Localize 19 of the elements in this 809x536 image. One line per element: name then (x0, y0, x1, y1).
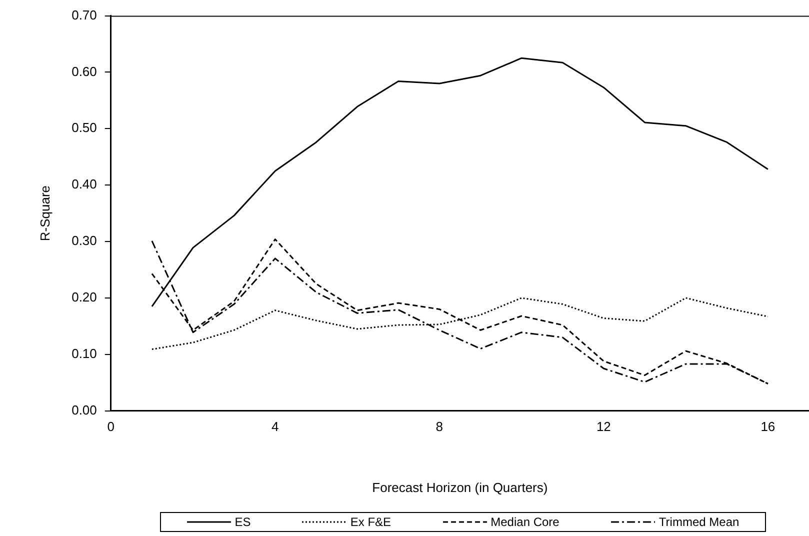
y-tick-label: 0.10 (72, 346, 97, 361)
y-axis-title: R-Square (37, 185, 52, 242)
x-tick-label: 4 (272, 419, 279, 434)
x-tick-label: 8 (436, 419, 444, 434)
legend-label: ES (234, 515, 251, 529)
legend-label: Trimmed Mean (658, 515, 740, 529)
y-tick-label: 0.40 (72, 176, 97, 192)
legend-label: Ex F&E (350, 515, 392, 529)
x-axis-title: Forecast Horizon (in Quarters) (372, 480, 548, 495)
y-tick-label: 0.20 (72, 290, 97, 305)
y-tick-label: 0.70 (72, 7, 97, 22)
y-tick-label: 0.30 (72, 233, 97, 248)
y-tick-label: 0.00 (72, 402, 97, 418)
y-tick-label: 0.60 (72, 64, 97, 79)
legend-label: Median Core (490, 515, 560, 529)
x-tick-label: 16 (760, 419, 776, 434)
x-tick-label: 0 (107, 419, 115, 434)
y-tick-label: 0.50 (72, 120, 97, 136)
x-tick-label: 12 (596, 419, 611, 434)
